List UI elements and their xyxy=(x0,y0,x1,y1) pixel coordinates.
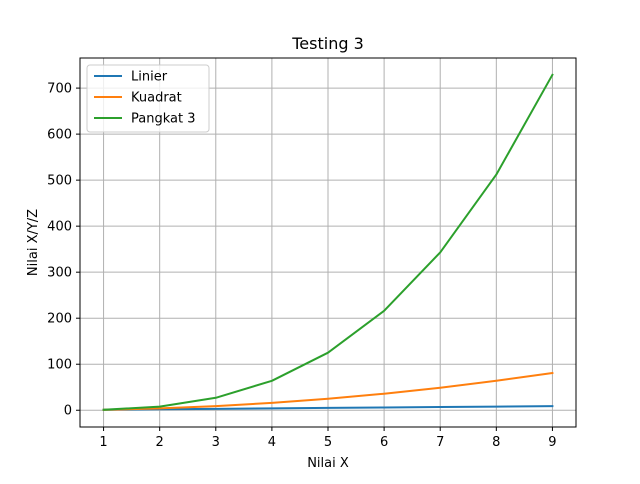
y-tick-label: 300 xyxy=(47,266,72,281)
x-tick-label: 1 xyxy=(99,435,107,450)
legend-label-3: Pangkat 3 xyxy=(131,112,195,127)
y-tick-label: 100 xyxy=(47,358,72,373)
y-tick-label: 600 xyxy=(47,128,72,143)
y-tick-label: 500 xyxy=(47,174,72,189)
x-tick-label: 8 xyxy=(492,435,500,450)
y-tick-label: 200 xyxy=(47,312,72,327)
grid-lines xyxy=(80,58,576,427)
x-tick-label: 5 xyxy=(324,435,332,450)
y-axis-label: Nilai X/Y/Z xyxy=(26,209,41,276)
chart-title: Testing 3 xyxy=(291,34,364,53)
x-tick-label: 3 xyxy=(212,435,220,450)
legend-label-2: Kuadrat xyxy=(131,91,182,106)
x-axis-label: Nilai X xyxy=(307,456,349,471)
series-line-1 xyxy=(102,405,554,411)
y-tick-label: 400 xyxy=(47,220,72,235)
x-tick-label: 2 xyxy=(156,435,164,450)
legend-label-1: Linier xyxy=(131,70,168,85)
y-tick-label: 700 xyxy=(47,82,72,97)
y-axis-ticks: 0 100 200 300 400 500 600 700 xyxy=(47,82,80,419)
y-tick-label: 0 xyxy=(64,404,72,419)
legend-box xyxy=(86,64,210,133)
x-tick-label: 7 xyxy=(436,435,444,450)
series-line-2 xyxy=(102,371,554,411)
x-tick-label: 4 xyxy=(268,435,276,450)
series-line-3 xyxy=(102,73,554,411)
series-lines xyxy=(102,73,554,411)
x-tick-label: 6 xyxy=(380,435,388,450)
legend: Linier Kuadrat Pangkat 3 xyxy=(86,64,210,133)
x-axis-ticks: 1 2 3 4 5 6 7 8 9 xyxy=(99,427,557,450)
x-tick-label: 9 xyxy=(548,435,556,450)
